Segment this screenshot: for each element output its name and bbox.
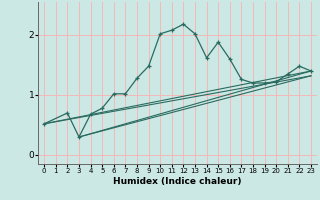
- X-axis label: Humidex (Indice chaleur): Humidex (Indice chaleur): [113, 177, 242, 186]
